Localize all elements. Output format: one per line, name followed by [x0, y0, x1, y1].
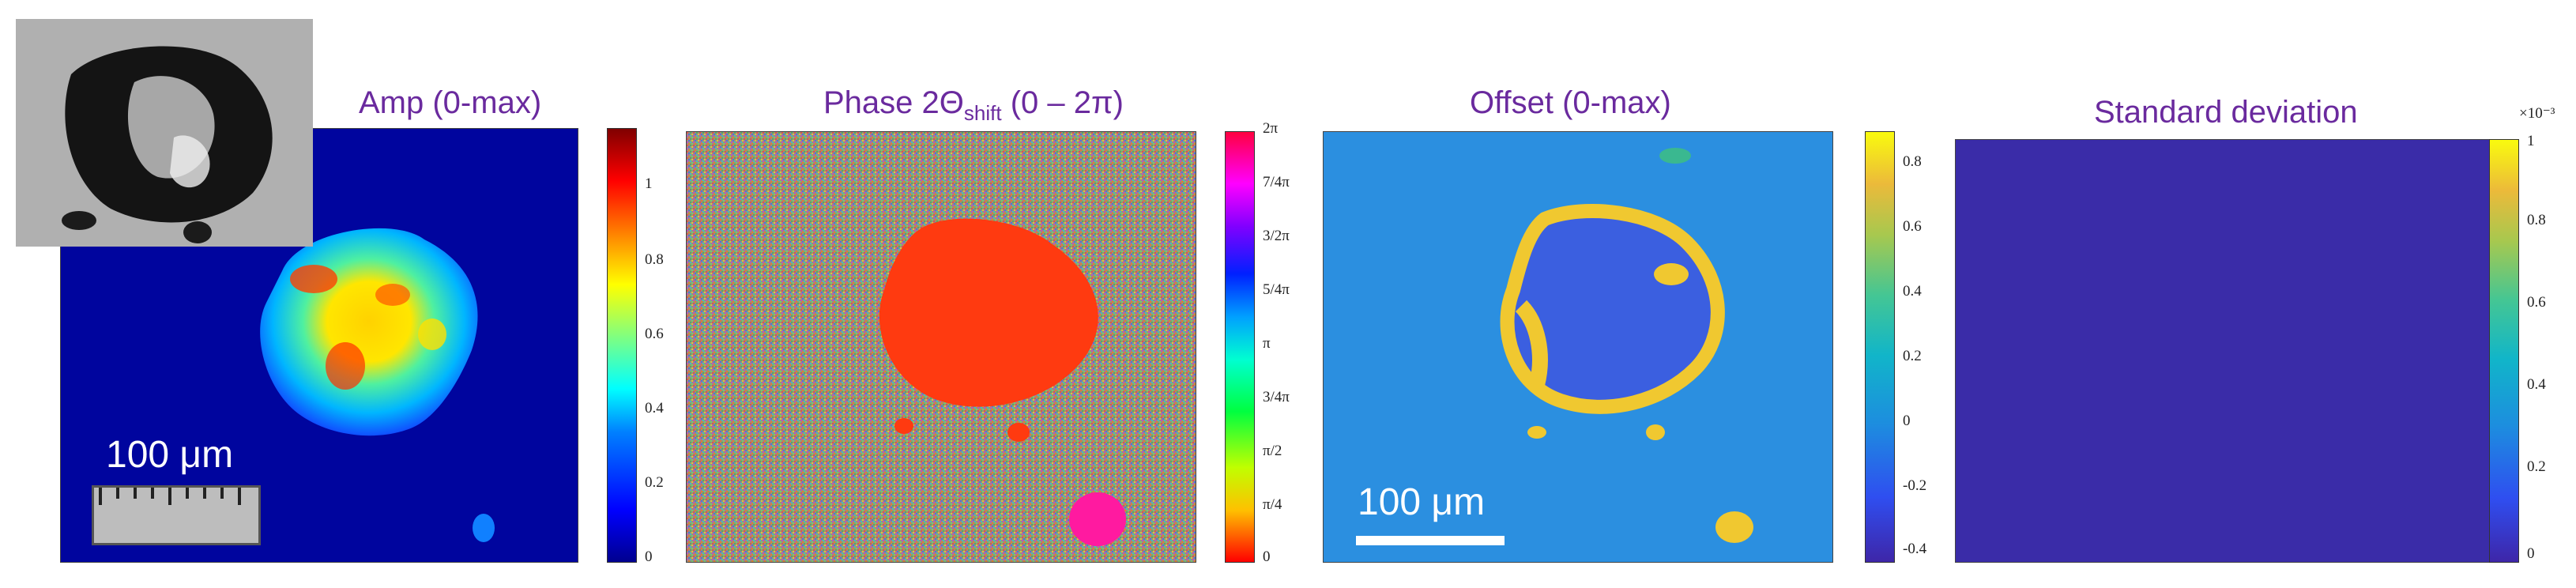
phase-title-sub: shift	[963, 101, 1002, 125]
amp-colorbar	[607, 128, 637, 563]
phase-tick-pi: π	[1263, 335, 1271, 352]
phase-tick-5-4pi: 5/4π	[1263, 281, 1290, 298]
amp-tick-1: 1	[645, 175, 653, 192]
amp-title: Amp (0-max)	[359, 85, 542, 120]
sample-photo-inset	[16, 19, 313, 247]
ruler-scale-bar	[92, 485, 261, 545]
phase-tick-pi-2: π/2	[1263, 443, 1282, 459]
phase-tick-3-4pi: 3/4π	[1263, 389, 1290, 405]
ruler-ticks	[99, 488, 241, 505]
amp-tick-0.6: 0.6	[645, 326, 664, 342]
offset-scale-label: 100 μm	[1358, 481, 1486, 523]
phase-tick-0: 0	[1263, 548, 1271, 565]
phase-title-tail: (0 – 2π)	[1001, 85, 1124, 120]
offset-scale-bar	[1356, 536, 1505, 545]
sample-photo-graphic	[16, 19, 313, 247]
amp-tick-0.2: 0.2	[645, 474, 664, 491]
offset-tick-neg0.2: -0.2	[1903, 477, 1927, 494]
phase-colorbar	[1225, 131, 1255, 563]
offset-colorbar	[1865, 131, 1895, 563]
amp-tick-0.8: 0.8	[645, 251, 664, 268]
phase-tick-2pi: 2π	[1263, 120, 1279, 137]
amp-scale-label: 100 μm	[106, 434, 234, 476]
phase-tick-3-2pi: 3/2π	[1263, 228, 1290, 244]
std-tick-0.8: 0.8	[2527, 212, 2546, 228]
amp-tick-0.4: 0.4	[645, 400, 664, 416]
offset-tick-0.2: 0.2	[1903, 348, 1922, 364]
std-title: Standard deviation	[2094, 95, 2358, 130]
std-tick-0.6: 0.6	[2527, 294, 2546, 311]
offset-map	[1323, 131, 1833, 563]
std-tick-0: 0	[2527, 545, 2535, 562]
phase-map-graphic	[687, 132, 1196, 562]
offset-title: Offset (0-max)	[1470, 85, 1671, 120]
phase-map	[686, 131, 1196, 563]
std-tick-0.2: 0.2	[2527, 458, 2546, 475]
phase-tick-pi-4: π/4	[1263, 496, 1282, 513]
phase-title: Phase 2Θshift (0 – 2π)	[823, 85, 1124, 126]
amp-tick-0: 0	[645, 548, 653, 565]
phase-title-main: Phase 2Θ	[823, 85, 964, 120]
std-tick-1: 1	[2527, 133, 2535, 149]
std-map	[1955, 139, 2491, 563]
offset-tick-neg0.4: -0.4	[1903, 541, 1927, 557]
offset-tick-0.8: 0.8	[1903, 153, 1922, 170]
std-colorbar-exponent: ×10⁻³	[2519, 105, 2555, 122]
offset-tick-0.4: 0.4	[1903, 283, 1922, 300]
offset-map-graphic	[1500, 148, 1753, 543]
phase-tick-7-4pi: 7/4π	[1263, 174, 1290, 190]
amp-map-graphic	[260, 228, 495, 542]
offset-tick-0.6: 0.6	[1903, 218, 1922, 235]
std-tick-0.4: 0.4	[2527, 376, 2546, 393]
std-colorbar	[2489, 139, 2519, 563]
offset-tick-0: 0	[1903, 413, 1911, 429]
